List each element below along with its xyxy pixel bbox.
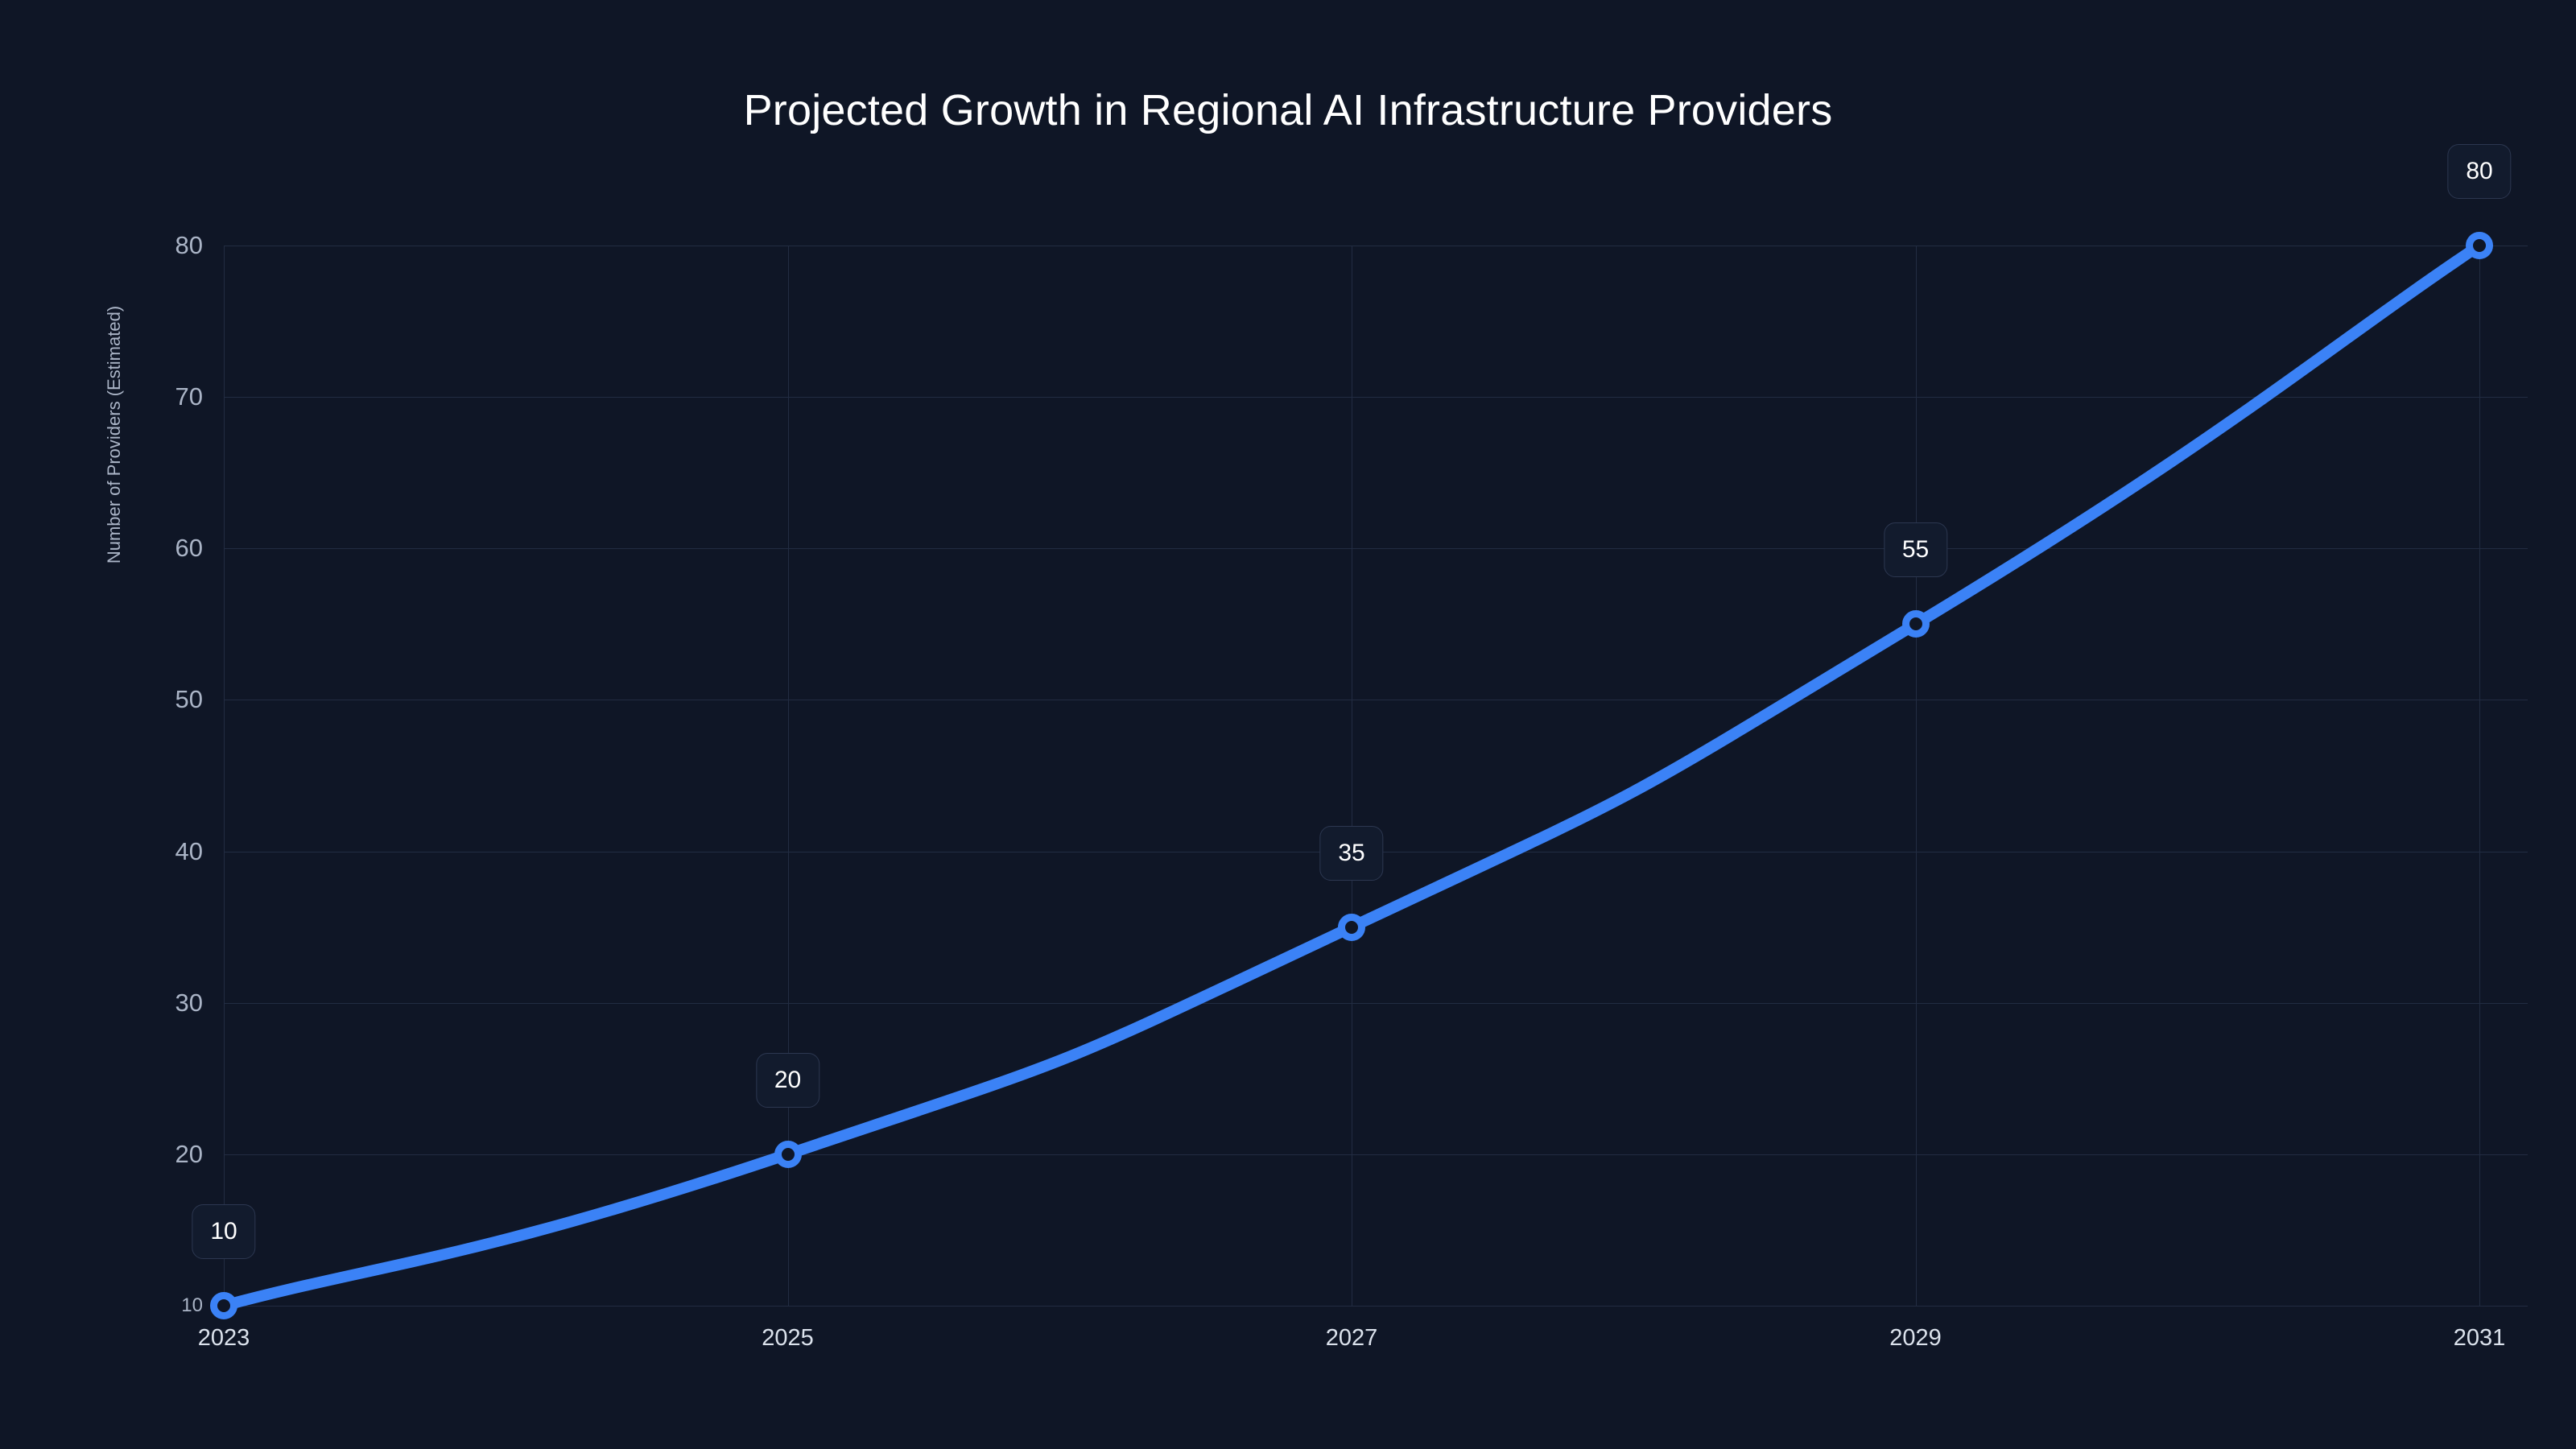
data-point-value-badge: 20: [755, 1052, 820, 1108]
data-point-marker[interactable]: [1901, 610, 1930, 638]
y-tick-label: 10: [181, 1294, 203, 1316]
gridline-horizontal: [224, 397, 2528, 398]
gridline-horizontal: [224, 548, 2528, 550]
y-tick-label: 80: [175, 231, 203, 259]
data-point-value-badge: 80: [2447, 144, 2512, 199]
data-point-value-badge: 10: [192, 1204, 256, 1259]
x-tick-label: 2031: [2453, 1325, 2506, 1351]
data-point-value-badge: 35: [1319, 825, 1384, 881]
plot-area: [224, 246, 2528, 1307]
y-tick-label: 70: [175, 382, 203, 411]
y-tick-label: 50: [175, 685, 203, 714]
data-point-marker[interactable]: [210, 1292, 237, 1319]
y-tick-label: 60: [175, 534, 203, 563]
y-tick-label: 40: [175, 836, 203, 865]
x-tick-label: 2023: [197, 1325, 250, 1351]
y-tick-label: 30: [175, 988, 203, 1017]
gridline-horizontal: [224, 1154, 2528, 1155]
gridline-horizontal: [224, 1306, 2528, 1307]
data-point-value-badge: 55: [1883, 522, 1948, 578]
chart-title: Projected Growth in Regional AI Infrastr…: [743, 86, 1833, 134]
x-tick-label: 2027: [1325, 1325, 1378, 1351]
x-tick-label: 2029: [1889, 1325, 1942, 1351]
gridline-horizontal: [224, 1002, 2528, 1004]
gridline-vertical: [2479, 246, 2480, 1306]
gridline-vertical: [1915, 246, 1917, 1306]
data-point-marker[interactable]: [1338, 913, 1365, 941]
gridline-vertical: [224, 246, 225, 1306]
y-axis-title: Number of Providers (Estimated): [104, 305, 124, 564]
y-tick-label: 20: [175, 1139, 203, 1168]
data-point-marker[interactable]: [774, 1140, 802, 1168]
x-tick-label: 2025: [762, 1325, 814, 1351]
data-point-marker[interactable]: [2466, 232, 2493, 259]
